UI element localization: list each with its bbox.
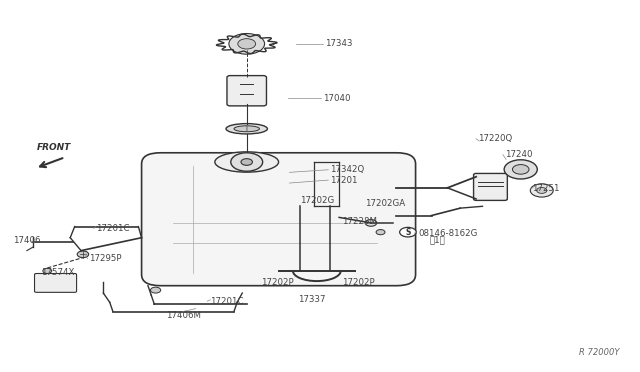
Text: 17406M: 17406M [166,311,201,320]
Text: （1）: （1） [429,236,445,245]
Text: R 72000Y: R 72000Y [579,347,620,357]
Text: FRONT: FRONT [36,143,71,152]
FancyBboxPatch shape [227,76,266,106]
Circle shape [229,33,264,54]
Text: 17342Q: 17342Q [330,165,364,174]
FancyBboxPatch shape [35,273,77,292]
Text: S: S [405,228,411,237]
Circle shape [77,251,89,258]
Text: 17240: 17240 [505,150,532,159]
Ellipse shape [226,124,268,134]
Circle shape [513,164,529,174]
FancyBboxPatch shape [141,153,415,286]
Circle shape [241,159,252,165]
Text: 17201C: 17201C [96,224,129,233]
Text: 08146-8162G: 08146-8162G [419,229,478,238]
Text: 17202GA: 17202GA [365,199,404,208]
Circle shape [376,230,385,235]
Text: 17201: 17201 [330,176,358,185]
Text: 17337: 17337 [298,295,325,304]
Ellipse shape [234,126,259,132]
Circle shape [150,287,161,293]
Text: 17343: 17343 [325,39,353,48]
Circle shape [231,153,262,171]
Ellipse shape [215,152,278,172]
Circle shape [531,184,553,197]
Text: 17201C: 17201C [211,297,244,306]
Circle shape [399,227,416,237]
Circle shape [43,268,52,273]
Text: i: i [246,126,248,132]
Text: 17040: 17040 [323,94,351,103]
Text: 17574X: 17574X [41,268,74,277]
Text: 17220Q: 17220Q [478,134,512,143]
Text: 17406: 17406 [13,236,40,245]
Circle shape [238,39,255,49]
Text: 17202P: 17202P [342,278,375,287]
Circle shape [365,219,377,226]
Text: 17202G: 17202G [300,196,334,205]
Circle shape [504,160,538,179]
Text: 17202P: 17202P [261,278,294,287]
Text: 17295P: 17295P [90,254,122,263]
Text: 17228M: 17228M [342,217,378,226]
Text: 17251: 17251 [532,185,560,193]
Circle shape [537,187,547,193]
FancyBboxPatch shape [474,173,508,201]
